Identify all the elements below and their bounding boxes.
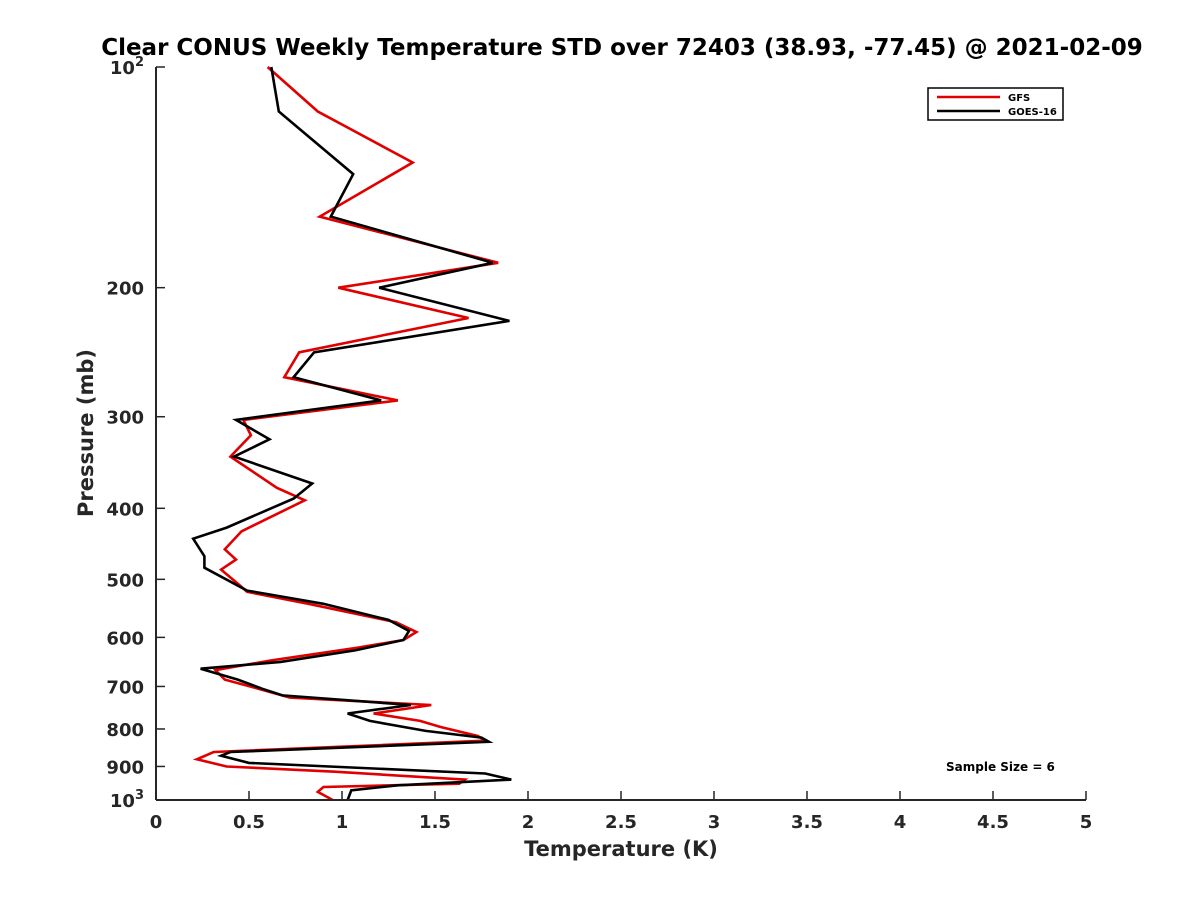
legend-label-gfs: GFS [1008,93,1030,104]
y-tick-label: 600 [106,628,144,649]
y-tick-label: 500 [106,570,144,591]
y-ticks: 102 200 300 400 500 600 700 800 900 103 [106,55,165,812]
y-tick-label: 800 [106,720,144,741]
y-tick-label: 700 [106,677,144,698]
x-tick-label: 1.5 [419,812,451,833]
x-axis-label: Temperature (K) [524,837,718,861]
y-axis-label: Pressure (mb) [74,349,98,517]
x-tick-label: 3 [708,812,721,833]
legend-box [927,87,1064,121]
x-tick-label: 5 [1080,812,1093,833]
x-tick-label: 2.5 [605,812,637,833]
x-ticks: 0 0.5 1 1.5 2 2.5 3 3.5 4 4.5 5 [150,791,1093,833]
y-tick-label: 200 [106,279,144,300]
series-line-gfs [192,66,499,802]
series-line-goes16 [191,66,512,801]
x-tick-label: 0.5 [233,812,265,833]
x-tick-label: 4 [894,812,907,833]
series-layer [191,66,512,802]
legend: GFS GOES-16 [927,87,1064,121]
y-tick-label: 300 [106,408,144,429]
x-tick-label: 2 [522,812,535,833]
y-tick-label: 900 [106,757,144,778]
y-tick-label: 102 [110,55,144,79]
y-tick-label: 400 [106,499,144,520]
chart-title: Clear CONUS Weekly Temperature STD over … [101,35,1143,61]
legend-label-goes16: GOES-16 [1008,107,1057,118]
x-tick-label: 3.5 [791,812,823,833]
x-tick-label: 1 [336,812,349,833]
sample-size-annotation: Sample Size = 6 [946,760,1055,774]
x-tick-label: 4.5 [977,812,1009,833]
x-tick-label: 0 [150,812,163,833]
y-tick-label: 103 [110,788,144,812]
